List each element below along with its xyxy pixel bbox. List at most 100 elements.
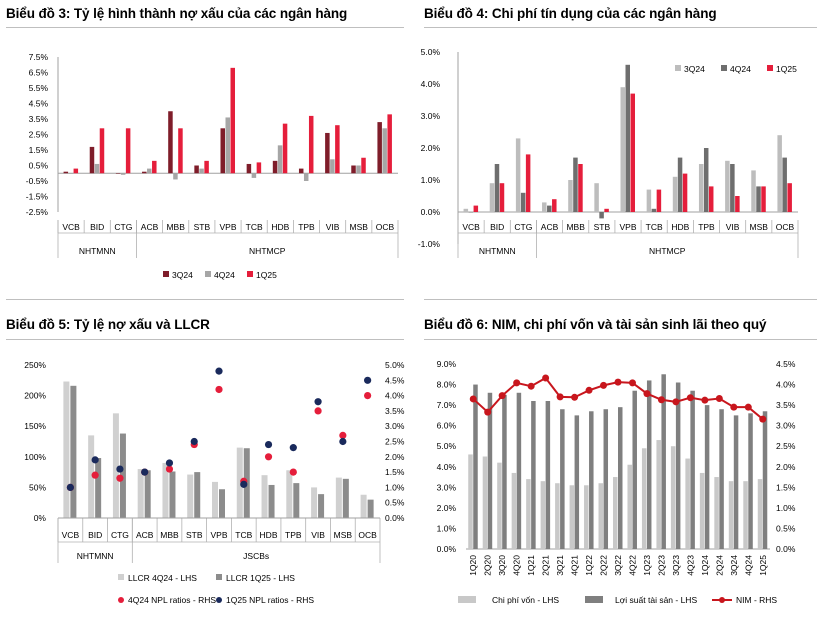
y-tick-label: 3.5% xyxy=(29,114,49,124)
x-tick-label: VCB xyxy=(62,530,80,540)
bar-1Q25-MSB xyxy=(361,157,366,174)
bar-4Q24-HDB xyxy=(677,157,683,212)
bar-1Q25-VPB xyxy=(230,67,235,174)
legend-label: 1Q25 xyxy=(256,270,277,280)
x-tick-label: OCB xyxy=(776,222,795,232)
bar-1Q25-ACB xyxy=(152,160,157,174)
bar-1Q25-BID xyxy=(499,183,505,212)
nim-point-3Q22 xyxy=(614,378,622,386)
x-tick-label: TPB xyxy=(698,222,715,232)
x-tick-label: BID xyxy=(88,530,102,540)
y-left-tick-label: 5.0% xyxy=(437,441,457,451)
nim-point-2Q23 xyxy=(657,396,665,404)
chart5-panel: Biểu đồ 5: Tỷ lệ nợ xấu và LLCR 250% 200%… xyxy=(0,305,410,624)
x-tick-label: HDB xyxy=(260,530,278,540)
bar-3Q24-ACB xyxy=(542,202,547,212)
bar-4Q24-VCB xyxy=(468,212,474,213)
bar-Lợi suất tài sản - LHS-3Q22 xyxy=(618,407,623,549)
y-right-tick-label: 0.5% xyxy=(385,498,405,508)
y-tick-label: 2.0% xyxy=(421,143,441,153)
bar-LLCR 1Q25 - LHS-CTG xyxy=(119,433,126,518)
dot-1Q25 NPL ratios - RHS-HDB xyxy=(264,440,273,449)
bar-3Q24-VCB xyxy=(463,208,469,212)
chart5-title-rule xyxy=(6,339,404,340)
dot-4Q24 NPL ratios - RHS-VPB xyxy=(215,385,223,394)
chart6-panel: Biểu đồ 6: NIM, chi phí vốn và tài sản s… xyxy=(410,305,819,624)
y-right-tick-label: 1.0% xyxy=(776,503,796,513)
x-tick-label: 3Q20 xyxy=(497,555,507,576)
dot-1Q25 NPL ratios - RHS-MBB xyxy=(165,459,174,467)
bar-LLCR 4Q24 - LHS-OCB xyxy=(360,494,367,518)
nim-point-1Q24 xyxy=(701,396,709,404)
dot-4Q24 NPL ratios - RHS-BID xyxy=(91,471,99,479)
bar-1Q25-VCB xyxy=(73,168,79,174)
nim-point-2Q24 xyxy=(715,395,723,403)
bar-1Q25-VIB xyxy=(335,125,340,174)
legend-label: 4Q24 xyxy=(730,64,751,74)
bar-3Q24-VCB xyxy=(63,171,69,174)
legend-swatch-2-dot xyxy=(719,597,725,603)
y-left-tick-label: 250% xyxy=(24,360,46,370)
y-tick-label: 2.5% xyxy=(29,130,49,140)
bar-Lợi suất tài sản - LHS-2Q21 xyxy=(545,401,551,549)
bar-4Q24-VCB xyxy=(68,173,74,174)
nim-point-1Q22 xyxy=(585,386,593,394)
chart4-title: Biểu đồ 4: Chi phí tín dụng của các ngân… xyxy=(424,6,717,21)
y-left-tick-label: 4.0% xyxy=(437,462,457,472)
x-tick-label: VIB xyxy=(326,222,340,232)
bar-LLCR 1Q25 - LHS-VCB xyxy=(70,385,77,518)
nim-point-1Q25 xyxy=(759,415,767,423)
bar-Chi phí vốn - LHS-4Q21 xyxy=(569,485,575,549)
nim-point-4Q24 xyxy=(744,403,752,411)
y-left-tick-label: 2.0% xyxy=(437,503,457,513)
bar-3Q24-BID xyxy=(89,146,95,174)
group-label: NHTMCP xyxy=(249,246,286,256)
x-tick-label: VCB xyxy=(62,222,80,232)
legend-swatch-3Q24 xyxy=(675,65,681,71)
bar-LLCR 1Q25 - LHS-ACB xyxy=(144,470,151,518)
bar-LLCR 4Q24 - LHS-VIB xyxy=(311,487,318,518)
x-tick-label: MSB xyxy=(334,530,353,540)
x-tick-label: 4Q24 xyxy=(743,555,753,576)
legend-label: 4Q24 NPL ratios - RHS xyxy=(128,595,216,605)
x-tick-label: 1Q23 xyxy=(642,555,652,576)
x-tick-label: 2Q21 xyxy=(541,555,551,576)
nim-point-1Q23 xyxy=(643,390,651,398)
x-tick-label: 3Q24 xyxy=(729,555,739,576)
bar-LLCR 1Q25 - LHS-MBB xyxy=(169,471,176,518)
y-left-tick-label: 9.0% xyxy=(437,359,457,369)
y-tick-label: 6.5% xyxy=(29,68,49,78)
bar-LLCR 4Q24 - LHS-MSB xyxy=(335,477,342,518)
x-tick-label: 2Q20 xyxy=(483,555,493,576)
bar-Chi phí vốn - LHS-1Q23 xyxy=(641,448,647,549)
bar-Chi phí vốn - LHS-3Q20 xyxy=(497,462,502,549)
nim-point-4Q23 xyxy=(686,394,694,402)
bar-LLCR 4Q24 - LHS-BID xyxy=(88,435,95,518)
y-right-tick-label: 2.0% xyxy=(776,462,796,472)
dot-1Q25 NPL ratios - RHS-VCB xyxy=(66,483,74,491)
y-right-tick-label: 5.0% xyxy=(385,360,405,370)
bar-Chi phí vốn - LHS-3Q22 xyxy=(613,477,618,549)
bar-LLCR 4Q24 - LHS-CTG xyxy=(112,413,119,518)
dot-1Q25 NPL ratios - RHS-TCB xyxy=(240,480,248,488)
bar-Chi phí vốn - LHS-2Q22 xyxy=(598,483,604,549)
nim-point-2Q22 xyxy=(600,381,608,389)
y-tick-label: -1.5% xyxy=(26,192,49,202)
legend-label: 3Q24 xyxy=(684,64,705,74)
bar-1Q25-MBB xyxy=(578,164,583,212)
bar-LLCR 4Q24 - LHS-MBB xyxy=(162,462,169,518)
bar-Chi phí vốn - LHS-1Q24 xyxy=(699,472,705,549)
y-left-tick-label: 8.0% xyxy=(437,380,457,390)
y-tick-label: 0.0% xyxy=(421,207,441,217)
x-tick-label: VCB xyxy=(462,222,480,232)
bar-3Q24-CTG xyxy=(115,173,121,174)
bar-4Q24-ACB xyxy=(147,168,152,174)
nim-point-2Q21 xyxy=(542,374,550,382)
bar-3Q24-TPB xyxy=(298,168,304,174)
bar-Lợi suất tài sản - LHS-3Q23 xyxy=(675,382,681,549)
legend-label: 3Q24 xyxy=(172,270,193,280)
y-right-tick-label: 4.5% xyxy=(385,375,405,385)
bar-4Q24-MBB xyxy=(173,173,178,180)
chart3-bottom-rule xyxy=(6,299,404,300)
group-label: NHTMNN xyxy=(479,246,516,256)
